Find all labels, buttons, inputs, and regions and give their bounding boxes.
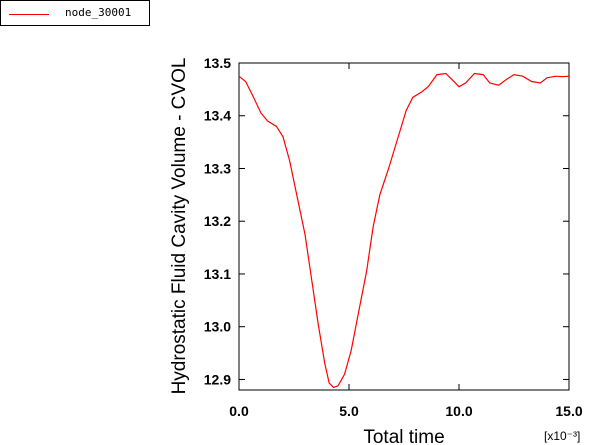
y-axis-title: Hydrostatic Fluid Cavity Volume - CVOL	[169, 58, 190, 395]
y-axis-ticks: 12.9 13.0 13.1 13.2 13.3 13.4 13.5	[204, 55, 569, 387]
legend-entry-label: node_30001	[65, 6, 132, 19]
x-tick-label: 15.0	[555, 403, 582, 419]
y-tick-label: 13.1	[204, 266, 231, 282]
legend-line-swatch	[9, 14, 49, 15]
x-tick-label: 10.0	[445, 403, 472, 419]
y-tick-label: 12.9	[204, 371, 231, 387]
y-tick-label: 13.4	[204, 108, 231, 124]
series-line-node_30001	[238, 72, 570, 389]
y-tick-label: 13.2	[204, 213, 231, 229]
legend: node_30001	[0, 0, 150, 26]
y-tick-label: 13.3	[204, 160, 231, 176]
x-tick-label: 5.0	[339, 403, 359, 419]
y-tick-label: 13.5	[204, 55, 231, 71]
x-axis-title: Total time	[363, 427, 444, 445]
y-tick-label: 13.0	[204, 319, 231, 335]
x-axis-multiplier: [x10⁻³]	[544, 429, 580, 443]
x-tick-label: 0.0	[229, 403, 249, 419]
x-axis-ticks: 0.0 5.0 10.0 15.0	[229, 63, 583, 419]
series-layer	[238, 72, 570, 389]
plot-frame	[238, 62, 570, 391]
